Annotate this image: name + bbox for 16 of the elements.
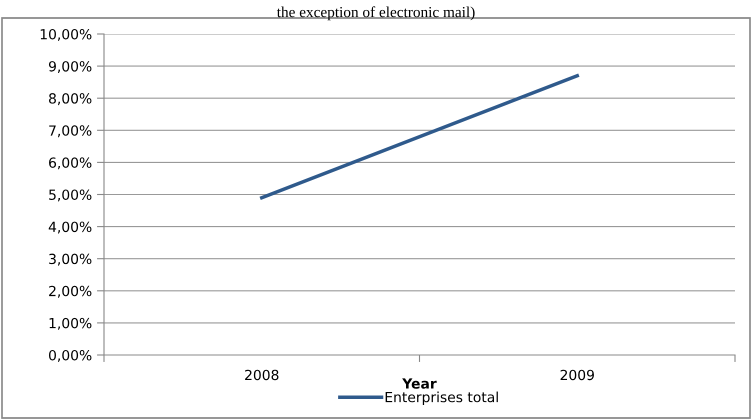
y-tick-label: 9,00%	[48, 61, 92, 73]
y-tick-label: 8,00%	[49, 93, 92, 106]
y-tick-label: 5,00%	[49, 189, 92, 202]
y-tick-label: 6,00%	[49, 157, 92, 170]
y-tick-label: 3,00%	[49, 254, 92, 266]
x-tick-label: 2008	[245, 370, 278, 380]
chart-title: the exception of electronic mail)	[276, 6, 475, 20]
y-tick-label: 0,00%	[48, 350, 92, 362]
y-tick-label: 7,00%	[49, 125, 92, 138]
y-tick-label: 2,00%	[49, 286, 92, 298]
y-tick-label: 10,00%	[40, 28, 92, 41]
y-tick-label: 1,00%	[50, 318, 92, 330]
x-tick-label: 2009	[560, 370, 594, 380]
x-axis-title: Year	[402, 378, 437, 389]
y-tick-label: 4,00%	[48, 222, 92, 234]
legend-label: Enterprises total	[386, 392, 498, 405]
